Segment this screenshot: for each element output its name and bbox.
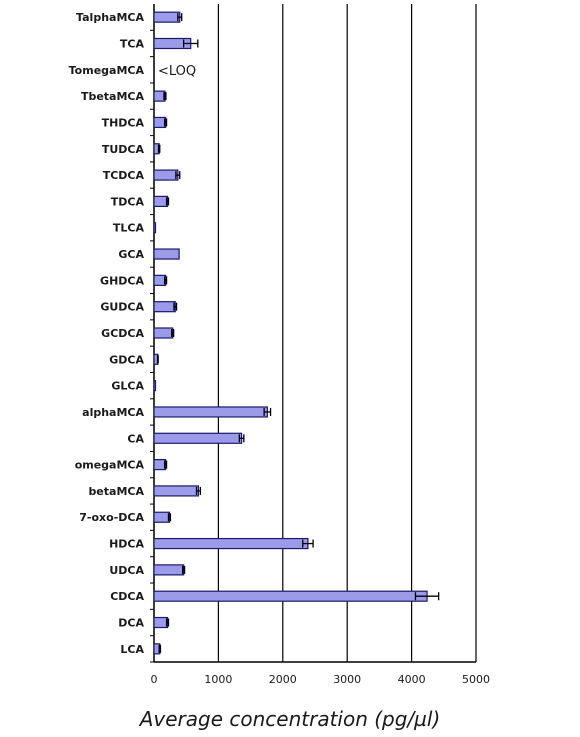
category-label: GCA — [118, 248, 144, 261]
x-tick-labels: 0 1000 2000 3000 4000 5000 — [151, 673, 491, 686]
category-label: THDCA — [102, 116, 145, 129]
bar-alphaMCA — [153, 406, 268, 418]
error-bar-HDCA — [302, 539, 314, 548]
category-label: LCA — [120, 643, 144, 656]
error-bars — [156, 13, 440, 653]
bars — [153, 11, 428, 655]
bar-TalphaMCA — [153, 11, 181, 23]
error-bar-LCA — [158, 644, 162, 653]
gridlines — [150, 4, 477, 663]
category-label: TDCA — [111, 195, 145, 208]
bar-TbetaMCA — [153, 90, 166, 102]
bar-GLCA — [153, 380, 157, 392]
error-bar-alphaMCA — [263, 407, 272, 416]
category-label: betaMCA — [88, 485, 144, 498]
error-bar-TUDCA — [157, 144, 161, 153]
error-bar-UDCA — [182, 565, 186, 574]
category-label: GUDCA — [100, 301, 144, 314]
error-bar-TCA — [182, 39, 199, 48]
error-bar-GCDCA — [171, 329, 175, 337]
error-bar-GDCA — [156, 355, 159, 364]
x-tick-label: 4000 — [398, 673, 426, 686]
category-label: TalphaMCA — [76, 11, 144, 24]
error-bar-betaMCA — [195, 486, 202, 495]
category-label: 7-oxo-DCA — [79, 511, 144, 524]
error-bar-GHDCA — [163, 276, 168, 285]
bar-omegaMCA — [153, 459, 167, 471]
category-labels: TalphaMCA TCA TomegaMCA TbetaMCA THDCA TUDCA T… — [69, 11, 145, 656]
category-label: TLCA — [113, 222, 145, 235]
x-tick-label: 3000 — [333, 673, 361, 686]
bar-DCA — [153, 616, 169, 629]
category-label: TUDCA — [102, 143, 145, 156]
category-label: alphaMCA — [82, 406, 144, 419]
error-bar-TDCA — [165, 197, 170, 206]
error-bar-THDCA — [163, 118, 168, 127]
error-bar-DCA — [165, 618, 170, 627]
bar-THDCA — [153, 116, 167, 129]
category-label: GLCA — [111, 380, 144, 393]
bar-betaMCA — [153, 485, 200, 497]
category-label: omegaMCA — [75, 459, 145, 472]
bar-TDCA — [153, 195, 169, 207]
error-bar-TbetaMCA — [163, 92, 167, 101]
category-label: HDCA — [109, 538, 144, 551]
category-label: TbetaMCA — [81, 90, 145, 103]
error-bar-CA — [238, 434, 245, 443]
category-label: CDCA — [110, 590, 144, 603]
bar-GUDCA — [153, 301, 176, 313]
bar-GHDCA — [153, 274, 167, 286]
category-label: TCDCA — [103, 169, 145, 182]
category-label: GHDCA — [100, 274, 144, 287]
x-tick-label: 5000 — [462, 673, 490, 686]
x-axis-label: Average concentration (pg/µl) — [138, 707, 441, 731]
annotation-loq: <LOQ — [158, 64, 196, 79]
x-tick-label: 1000 — [204, 673, 232, 686]
error-bar-7-oxo-DCA — [167, 513, 172, 522]
error-bar-CDCA — [414, 592, 440, 601]
x-tick-label: 0 — [151, 673, 158, 686]
category-label: CA — [127, 432, 144, 445]
error-bar-TCDCA — [175, 171, 181, 180]
x-tick-label: 2000 — [269, 673, 297, 686]
category-label: TomegaMCA — [69, 64, 145, 77]
category-label: DCA — [118, 617, 144, 630]
bar-CA — [153, 432, 243, 444]
category-label: TCA — [120, 37, 145, 50]
bar-GCDCA — [153, 327, 174, 339]
error-bar-TalphaMCA — [177, 13, 183, 22]
category-label: GCDCA — [101, 327, 144, 340]
bar-UDCA — [153, 564, 185, 576]
bar-CDCA — [153, 590, 428, 602]
bar-7-oxo-DCA — [153, 511, 171, 523]
bar-TCDCA — [153, 169, 179, 181]
error-bar-GUDCA — [173, 302, 178, 311]
bar-GCA — [153, 248, 180, 260]
category-label: UDCA — [109, 564, 144, 577]
bar-HDCA — [153, 537, 309, 550]
category-label: GDCA — [109, 353, 144, 366]
error-bar-omegaMCA — [163, 460, 168, 469]
bar-TLCA — [153, 222, 157, 234]
annotations: <LOQ — [158, 64, 196, 79]
